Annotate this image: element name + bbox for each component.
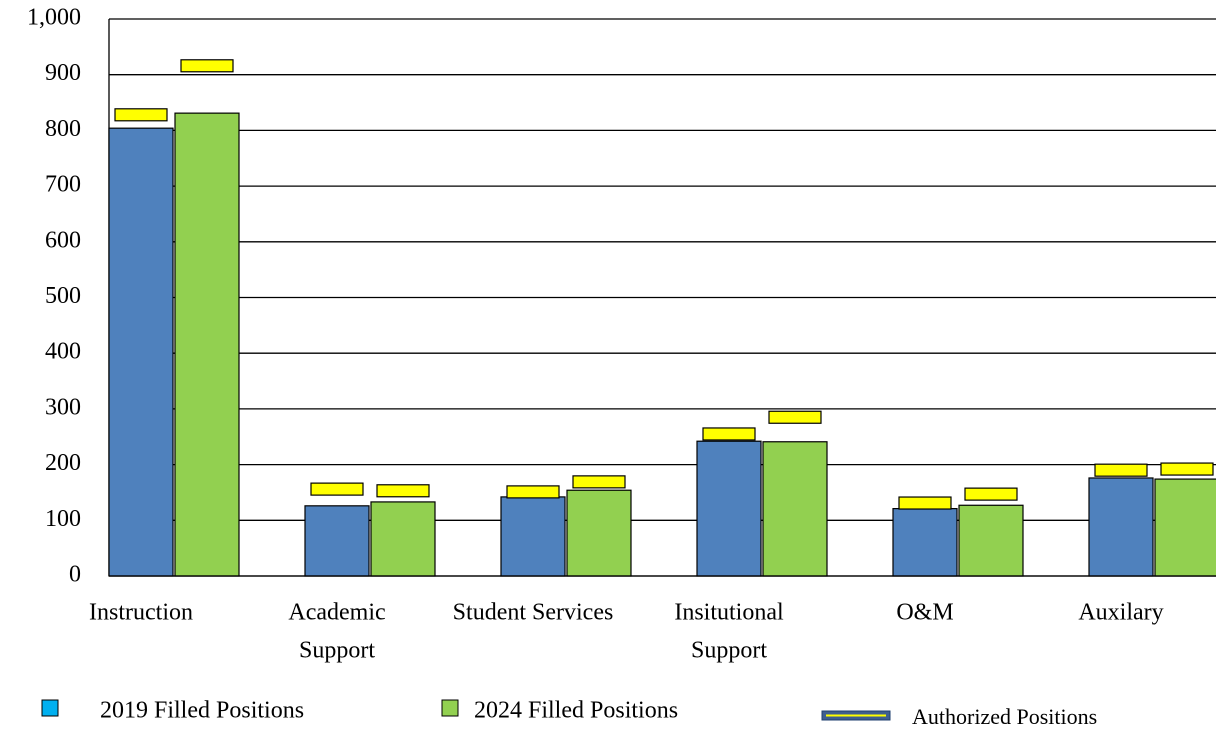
authorized-marker — [572, 475, 626, 489]
legend-label: Authorized Positions — [912, 704, 1097, 729]
authorized-marker — [768, 410, 822, 424]
authorized-marker — [376, 484, 430, 498]
bar — [500, 496, 566, 577]
legend-swatch — [41, 699, 59, 717]
authorized-marker — [702, 427, 756, 441]
authorized-marker — [114, 108, 168, 122]
authorized-marker — [506, 485, 560, 499]
y-tick-label: 0 — [69, 562, 81, 588]
y-tick-label: 400 — [45, 339, 81, 365]
x-tick-label: Student Services — [453, 600, 614, 626]
x-tick-label: Insitutional — [674, 600, 784, 626]
bar — [958, 504, 1024, 577]
bar — [370, 501, 436, 577]
bar — [1088, 477, 1154, 577]
x-tick-label: Auxilary — [1078, 600, 1163, 626]
bar — [892, 508, 958, 577]
bar — [174, 112, 240, 577]
y-tick-label: 800 — [45, 116, 81, 142]
x-tick-label: O&M — [896, 600, 953, 626]
y-tick-label: 900 — [45, 60, 81, 86]
authorized-marker — [310, 482, 364, 496]
y-tick-label: 500 — [45, 283, 81, 309]
bar — [566, 489, 632, 577]
legend-label: 2024 Filled Positions — [474, 698, 678, 724]
authorized-marker — [1094, 463, 1148, 477]
y-tick-label: 700 — [45, 172, 81, 198]
authorized-marker — [898, 496, 952, 510]
y-tick-label: 300 — [45, 394, 81, 420]
y-tick-label: 100 — [45, 506, 81, 532]
bar — [696, 440, 762, 577]
bar — [1154, 478, 1216, 577]
authorized-marker — [1160, 462, 1214, 476]
bar — [108, 127, 174, 577]
x-tick-label: Support — [691, 638, 767, 664]
authorized-marker — [964, 487, 1018, 501]
y-tick-label: 200 — [45, 450, 81, 476]
bar — [762, 441, 828, 577]
y-tick-label: 1,000 — [27, 5, 81, 31]
x-tick-label: Support — [299, 638, 375, 664]
x-tick-label: Instruction — [89, 600, 193, 626]
bar — [304, 505, 370, 577]
legend-label: 2019 Filled Positions — [100, 698, 304, 724]
authorized-marker — [180, 59, 234, 73]
x-tick-label: Academic — [288, 600, 385, 626]
legend-swatch — [441, 699, 459, 717]
y-tick-label: 600 — [45, 227, 81, 253]
